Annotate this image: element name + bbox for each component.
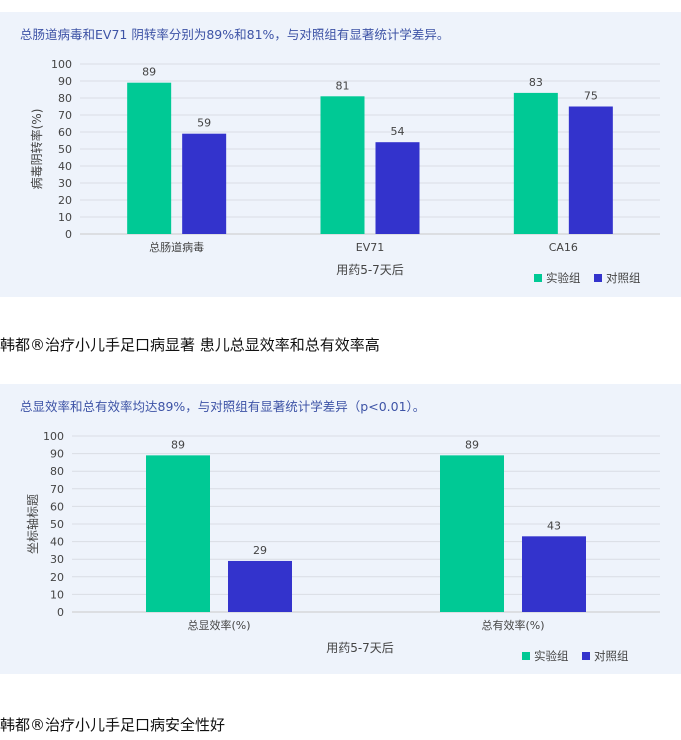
y-tick-label: 40 [58,160,72,173]
y-tick-label: 80 [50,465,64,478]
x-tick-label: EV71 [356,241,384,254]
legend-swatch [582,652,590,660]
y-tick-label: 20 [58,194,72,207]
legend-label: 实验组 [534,649,569,663]
x-axis-title: 用药5-7天后 [336,263,404,277]
bar-value-label: 89 [171,438,185,451]
bar-value-label: 89 [465,438,479,451]
bar-value-label: 75 [584,90,598,103]
x-tick-label: 总有效率(%) [481,618,544,632]
y-tick-label: 100 [51,58,72,71]
y-tick-label: 70 [58,109,72,122]
bar-value-label: 81 [336,79,350,92]
y-tick-label: 10 [58,211,72,224]
y-axis-title: 坐标轴标题 [25,494,40,554]
bar-value-label: 54 [391,125,405,138]
legend-swatch [594,274,602,282]
y-tick-label: 10 [50,588,64,601]
legend-label: 实验组 [546,271,581,285]
bar-value-label: 43 [547,519,561,532]
x-tick-label: 总显效率(%) [187,618,250,632]
y-tick-label: 50 [50,518,64,531]
y-tick-label: 20 [50,571,64,584]
y-tick-label: 0 [57,606,64,619]
legend-label: 对照组 [594,649,629,663]
y-tick-label: 90 [50,448,64,461]
bar-对照组-1 [375,142,420,234]
bar-实验组-1 [320,96,365,234]
y-tick-label: 0 [65,228,72,241]
y-axis-title: 病毒阴转率(%) [29,109,44,190]
bar-对照组-0 [228,560,292,612]
chart-panel-2: 总显效率和总有效率均达89%，与对照组有显著统计学差异（p<0.01）。 0 10… [0,384,681,674]
bar-value-label: 83 [529,76,543,89]
bar-value-label: 89 [142,66,156,79]
y-tick-label: 90 [58,75,72,88]
y-tick-label: 100 [43,430,64,443]
legend-label: 对照组 [606,271,641,285]
y-tick-label: 40 [50,536,64,549]
y-tick-label: 30 [50,553,64,566]
y-tick-label: 70 [50,483,64,496]
bar-value-label: 59 [197,117,211,130]
chart-1: 0 10 20 30 40 50 60 70 80 90 100 89 59 总肠道病毒 81 54 EV71 8… [29,58,660,285]
y-tick-label: 60 [50,500,64,513]
bar-实验组-0 [146,455,210,612]
bar-实验组-1 [440,455,504,612]
legend-swatch [522,652,530,660]
chart-panel-1: 总肠道病毒和EV71 阴转率分别为89%和81%，与对照组有显著统计学差异。 0… [0,12,681,297]
bar-对照组-2 [568,106,613,234]
chart-1-note: 总肠道病毒和EV71 阴转率分别为89%和81%，与对照组有显著统计学差异。 [20,27,450,42]
bar-value-label: 29 [253,544,267,557]
y-tick-label: 50 [58,143,72,156]
y-tick-label: 80 [58,92,72,105]
bar-对照组-1 [522,536,586,612]
y-tick-label: 30 [58,177,72,190]
legend-swatch [534,274,542,282]
chart-2: 0 10 20 30 40 50 60 70 80 90 100 89 29 总显效率(%) 89 43 总有效… [25,430,660,663]
chart-2-note: 总显效率和总有效率均达89%，与对照组有显著统计学差异（p<0.01）。 [20,399,426,414]
x-tick-label: CA16 [549,241,578,254]
bar-实验组-0 [127,82,172,234]
caption-safety: 韩都®治疗小儿手足口病安全性好 [0,716,226,734]
y-tick-label: 60 [58,126,72,139]
bar-对照组-0 [182,133,227,234]
x-tick-label: 总肠道病毒 [149,240,204,254]
caption-efficacy: 韩都®治疗小儿手足口病显著 患儿总显效率和总有效率高 [0,336,380,354]
x-axis-title: 用药5-7天后 [326,641,394,655]
bar-实验组-2 [513,92,558,235]
